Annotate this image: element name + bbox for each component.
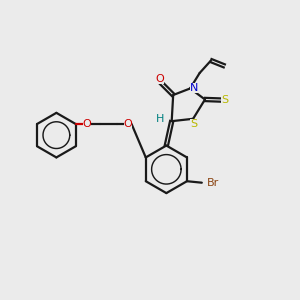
Text: O: O [82,119,91,129]
Text: N: N [190,83,199,93]
Text: S: S [221,95,229,105]
Text: S: S [190,119,197,129]
Text: Br: Br [207,178,219,188]
Text: O: O [156,74,164,84]
Text: H: H [156,114,165,124]
Text: O: O [124,119,132,129]
